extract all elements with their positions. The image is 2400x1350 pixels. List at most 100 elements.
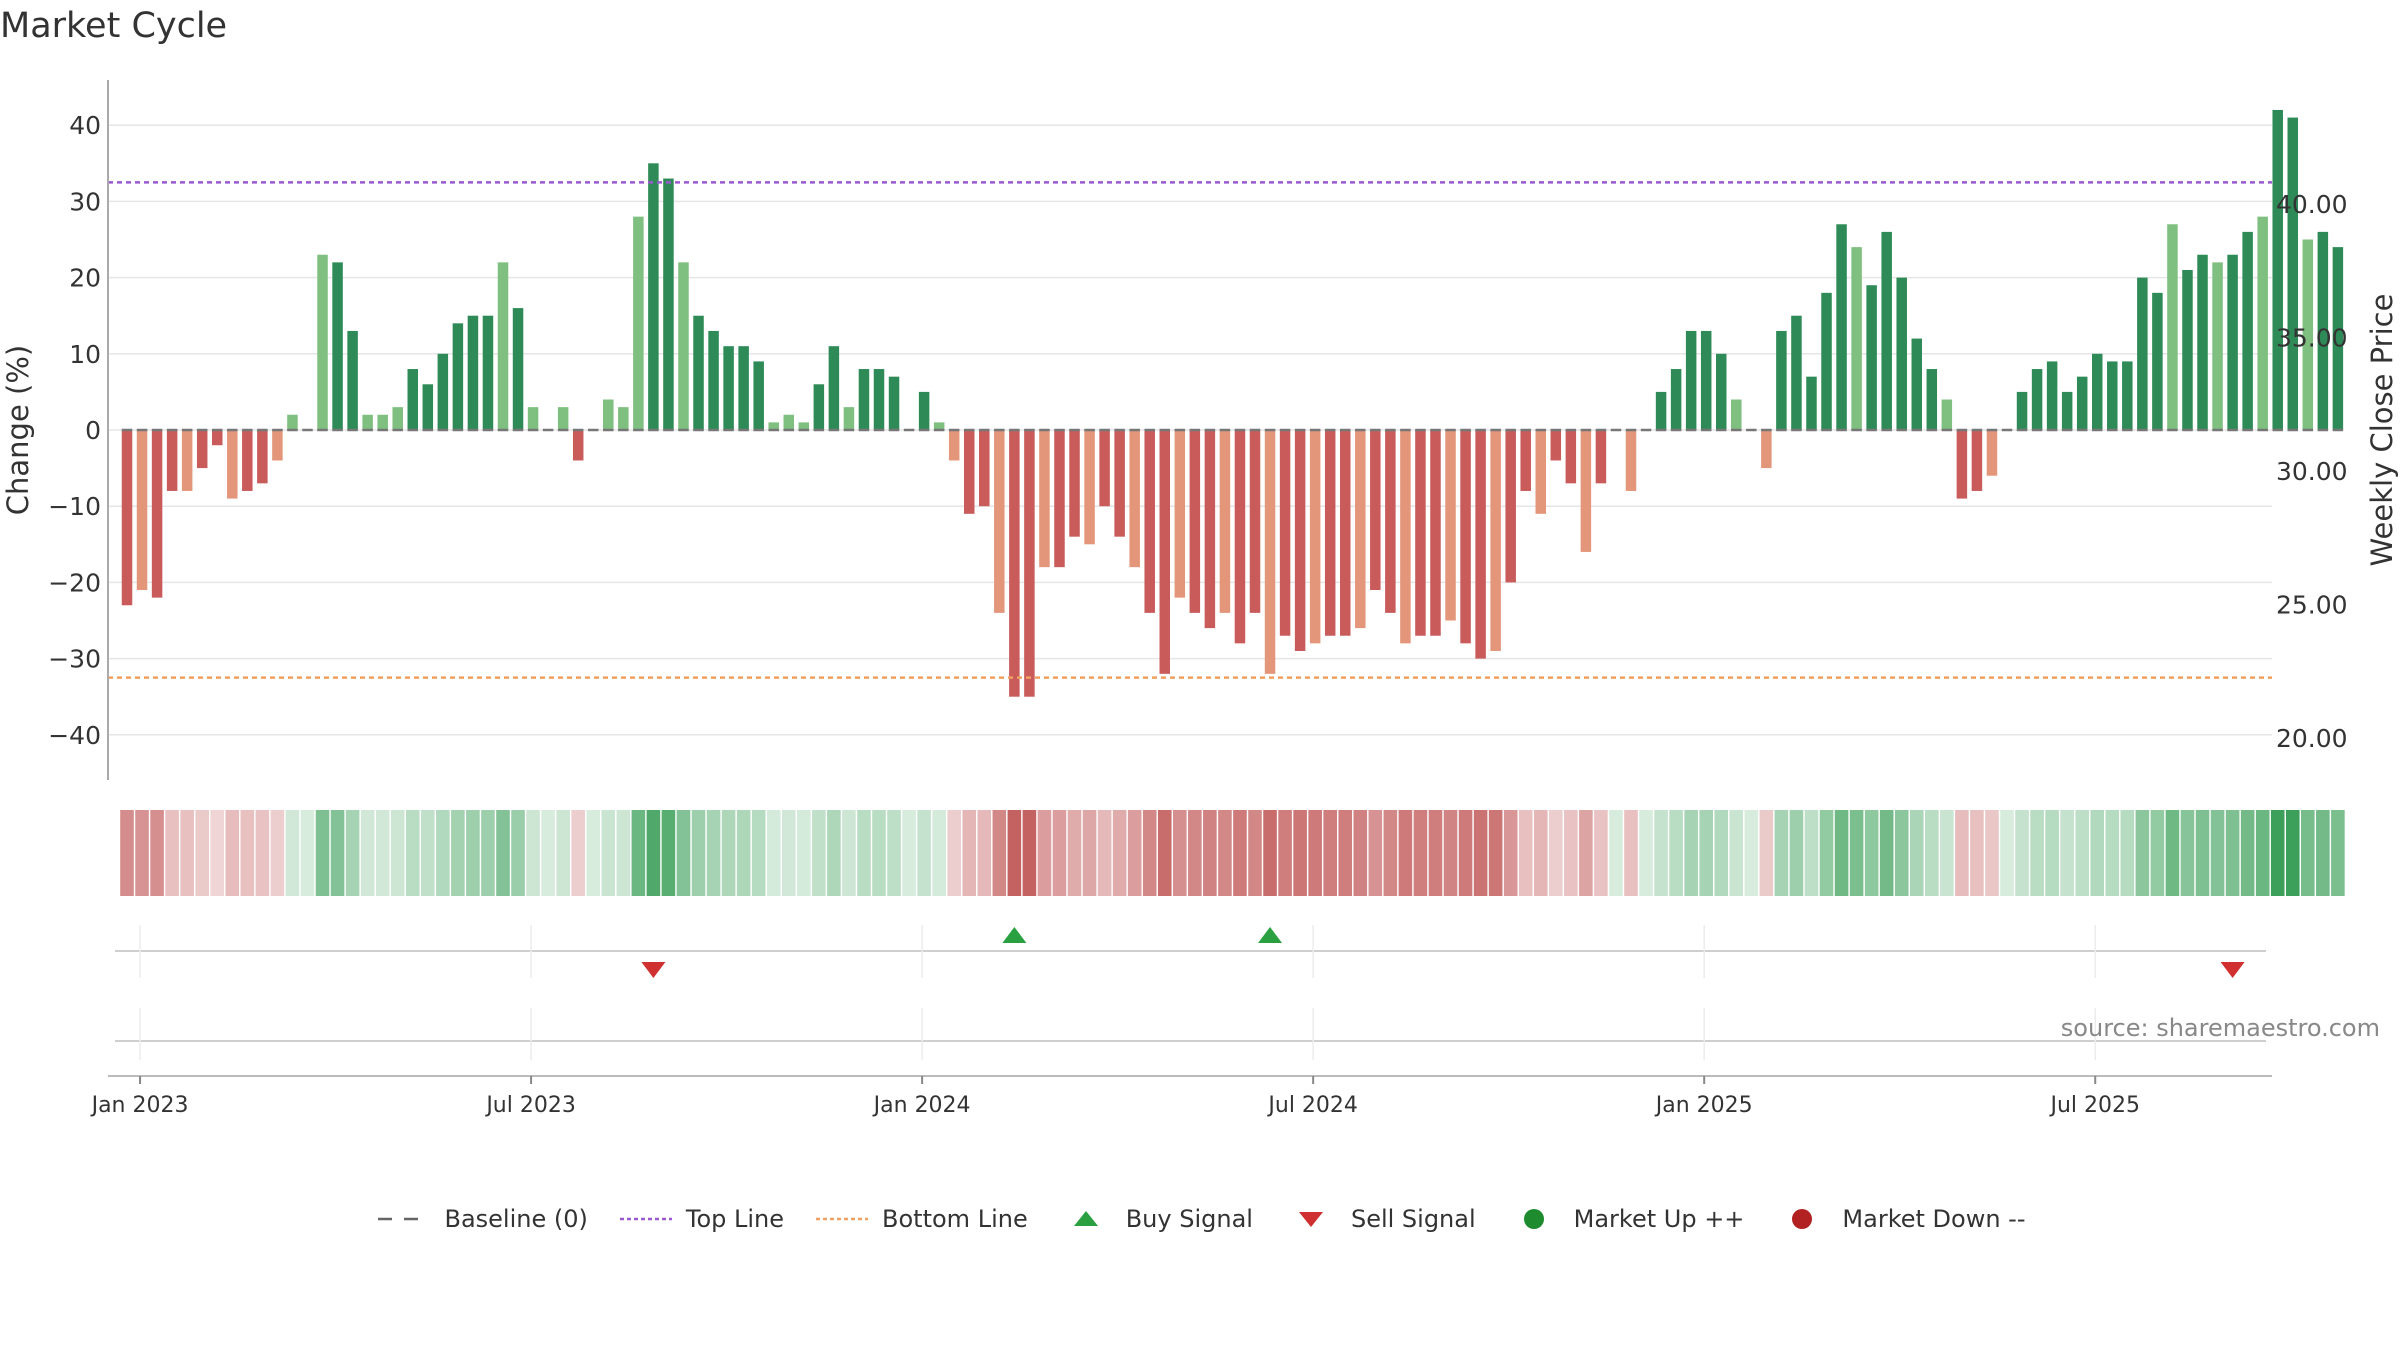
change-bar xyxy=(2227,254,2238,430)
heat-cell xyxy=(1654,810,1668,896)
change-bar xyxy=(843,407,855,430)
change-bar xyxy=(2137,277,2148,430)
change-bar xyxy=(437,353,449,430)
y2-tick-label: 25.00 xyxy=(2276,591,2348,620)
change-bar xyxy=(332,262,343,430)
heat-cell xyxy=(917,810,931,896)
change-bar xyxy=(2212,262,2223,430)
heat-cell xyxy=(1368,810,1383,896)
heat-cell xyxy=(2135,810,2150,896)
change-bar xyxy=(2287,117,2299,430)
heat-cell xyxy=(120,810,134,896)
change-bar xyxy=(1430,430,1441,636)
change-bar xyxy=(572,430,584,461)
y-tick-label: 0 xyxy=(85,416,101,445)
change-bar xyxy=(1776,330,1787,430)
heat-cell xyxy=(2105,810,2120,896)
legend-label: Market Up ++ xyxy=(1573,1205,1745,1233)
change-bar xyxy=(1911,338,1923,430)
sell-signal-marker xyxy=(641,962,666,978)
change-bar xyxy=(1355,430,1366,629)
baseline-legend-icon xyxy=(378,1217,431,1221)
change-bar xyxy=(1565,430,1577,484)
y-tick-label: 30 xyxy=(69,187,101,216)
heat-cell xyxy=(797,810,811,896)
heat-cell xyxy=(1398,810,1413,896)
heat-cell xyxy=(1864,810,1879,896)
legend-label: Buy Signal xyxy=(1125,1205,1253,1233)
heat-cell xyxy=(1744,810,1759,896)
change-bar xyxy=(1685,330,1697,430)
change-bar xyxy=(1595,430,1607,484)
change-bar xyxy=(618,407,629,430)
y-tick-label: −40 xyxy=(48,721,101,750)
legend-label: Top Line xyxy=(685,1205,785,1233)
heat-cell xyxy=(1157,810,1172,896)
heat-cell xyxy=(1533,810,1548,896)
change-bar xyxy=(888,376,900,430)
y-tick-label: −20 xyxy=(48,568,101,597)
heat-cell xyxy=(1142,810,1157,896)
heat-cell xyxy=(1609,810,1623,896)
change-bar xyxy=(813,384,825,430)
legend-item-bottom: Bottom Line xyxy=(812,1205,1028,1233)
heat-strip xyxy=(120,810,2345,896)
heat-cell xyxy=(1383,810,1398,896)
heat-cell xyxy=(390,810,405,896)
heat-cell xyxy=(1909,810,1924,896)
change-bar xyxy=(1731,399,1742,430)
change-bars xyxy=(108,109,2344,697)
change-bar xyxy=(1114,430,1125,537)
change-bar xyxy=(557,407,569,430)
heat-cell xyxy=(872,810,886,896)
heat-cell xyxy=(842,810,856,896)
heat-cell xyxy=(315,810,330,896)
heat-cell xyxy=(2225,810,2240,896)
legend-label: Bottom Line xyxy=(882,1205,1028,1233)
heat-cell xyxy=(1879,810,1894,896)
change-bar xyxy=(497,262,509,430)
heat-cell xyxy=(1564,810,1578,896)
change-bar xyxy=(1821,292,1832,430)
change-bar xyxy=(933,422,945,430)
heat-cell xyxy=(270,810,285,896)
heat-cell xyxy=(631,810,646,896)
change-bar xyxy=(2182,269,2193,430)
change-bar xyxy=(1189,430,1201,613)
heat-cell xyxy=(1293,810,1307,896)
change-bar xyxy=(858,369,870,430)
change-bar xyxy=(2061,391,2073,430)
change-bar xyxy=(2257,216,2268,430)
heat-cell xyxy=(2301,810,2315,896)
change-bar xyxy=(648,163,659,431)
change-bar xyxy=(1505,430,1516,583)
x-tick-label: Jan 2025 xyxy=(1654,1093,1753,1118)
heat-cell xyxy=(1218,810,1232,896)
heat-cell xyxy=(586,810,601,896)
change-bar xyxy=(2031,369,2043,430)
change-bar xyxy=(1129,430,1140,568)
heat-cell xyxy=(195,810,209,896)
heat-cell xyxy=(1263,810,1277,896)
change-bar xyxy=(994,430,1005,613)
heat-cell xyxy=(180,810,194,896)
change-bar xyxy=(2122,361,2133,430)
change-bar xyxy=(422,384,434,430)
change-bar xyxy=(287,414,298,430)
heat-cell xyxy=(2240,810,2255,896)
heat-cell xyxy=(781,810,796,896)
change-bar xyxy=(1054,430,1065,568)
heat-cell xyxy=(1188,810,1202,896)
heat-cell xyxy=(736,810,751,896)
change-bar xyxy=(1806,376,1817,430)
change-bar xyxy=(1159,430,1171,674)
change-bar xyxy=(1264,430,1276,674)
heat-cell xyxy=(1082,810,1097,896)
heat-cell xyxy=(1443,810,1458,896)
heat-cell xyxy=(1067,810,1082,896)
heat-cell xyxy=(1488,810,1503,896)
change-bar xyxy=(1851,247,1862,430)
heat-cell xyxy=(1729,810,1744,896)
change-bar xyxy=(1475,430,1486,659)
change-bar xyxy=(196,430,208,469)
